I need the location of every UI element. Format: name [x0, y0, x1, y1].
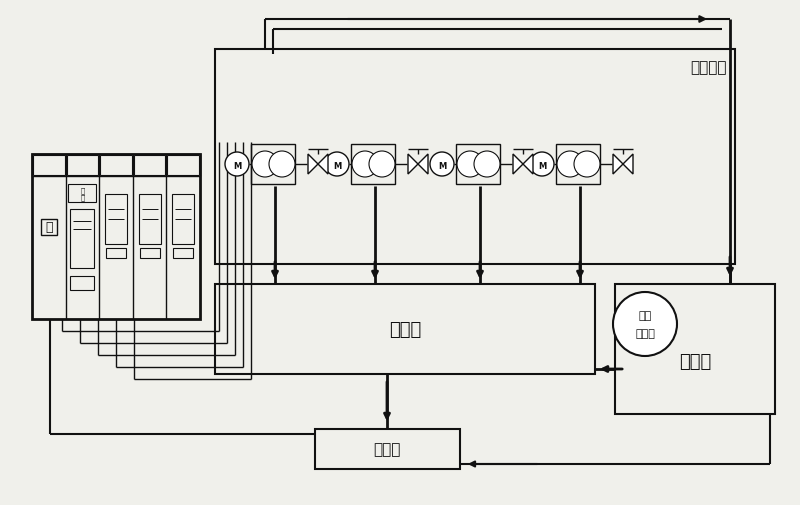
Circle shape [474, 152, 500, 178]
Text: M: M [233, 161, 241, 170]
Circle shape [574, 152, 600, 178]
Polygon shape [523, 155, 533, 175]
Bar [215, 284, 595, 374]
Circle shape [269, 152, 295, 178]
Polygon shape [623, 155, 633, 175]
Bar [174, 248, 194, 259]
Bar [138, 194, 161, 244]
Circle shape [557, 152, 583, 178]
Bar [134, 156, 166, 176]
Bar [33, 156, 65, 176]
Circle shape [225, 153, 249, 177]
Bar [41, 219, 57, 235]
Text: 柴油机: 柴油机 [374, 442, 401, 457]
Bar [106, 248, 126, 259]
Bar [32, 155, 200, 177]
Circle shape [369, 152, 395, 178]
Bar [351, 145, 395, 185]
Bar [315, 429, 460, 469]
Bar [66, 156, 98, 176]
Bar [69, 185, 97, 203]
Polygon shape [408, 155, 418, 175]
Text: M: M [438, 161, 446, 170]
Text: M: M [538, 161, 546, 170]
Circle shape [613, 292, 677, 357]
Text: 热水池: 热水池 [389, 320, 421, 338]
Polygon shape [613, 155, 623, 175]
Bar [172, 194, 194, 244]
Circle shape [352, 152, 378, 178]
Bar [456, 145, 500, 185]
Bar [556, 145, 600, 185]
Circle shape [325, 153, 349, 177]
Bar [215, 50, 735, 265]
Bar [615, 284, 775, 414]
Polygon shape [308, 155, 318, 175]
Text: 配
控: 配 控 [80, 186, 85, 200]
Text: 口: 口 [45, 221, 53, 233]
Text: 传感器: 传感器 [635, 328, 655, 338]
Polygon shape [418, 155, 428, 175]
Bar [100, 156, 132, 176]
Bar [70, 276, 94, 290]
Text: 温度: 温度 [638, 311, 652, 320]
Bar [32, 155, 200, 319]
Circle shape [252, 152, 278, 178]
Text: 冷却塔组: 冷却塔组 [690, 61, 727, 75]
Circle shape [457, 152, 483, 178]
Circle shape [430, 153, 454, 177]
Bar [70, 210, 94, 268]
Bar [140, 248, 160, 259]
Bar [105, 194, 127, 244]
Polygon shape [513, 155, 523, 175]
Bar [251, 145, 295, 185]
Polygon shape [318, 155, 328, 175]
Bar [167, 156, 199, 176]
Text: M: M [333, 161, 341, 170]
Circle shape [530, 153, 554, 177]
Text: 冷水池: 冷水池 [679, 352, 711, 370]
